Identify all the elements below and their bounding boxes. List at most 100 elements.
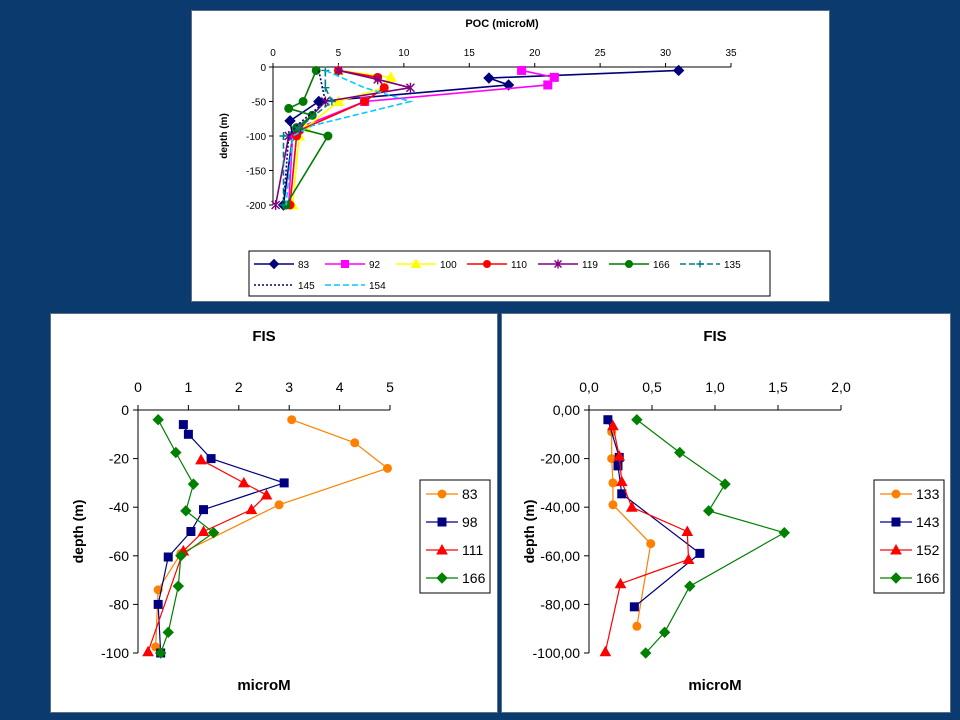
data-point [543,80,553,90]
x-tick-label: 4 [336,379,344,395]
legend-box [873,479,945,594]
data-point [153,599,163,609]
data-point [373,74,383,85]
x-tick-label: 0 [134,379,142,395]
data-point [163,552,173,562]
data-point [311,65,321,75]
series-line [289,69,386,206]
data-point [405,82,415,93]
legend-label: 152 [916,542,940,558]
legend-label: 166 [916,570,940,586]
data-point [237,476,250,488]
y-tick-label: 0 [260,63,266,74]
legend: 83 98 111 166 [419,479,491,594]
series-line [282,70,327,206]
data-point [207,527,220,539]
legend-box [248,250,771,297]
legend-label: 111 [462,542,483,558]
y-axis-label: depth (m) [219,113,230,159]
y-tick-label: -20,00 [540,451,580,467]
x-tick-label: 25 [595,48,607,59]
data-point [502,79,515,91]
data-point [187,478,200,490]
data-point [360,97,370,106]
legend-marker [483,260,491,268]
data-point [206,454,216,464]
x-tick-label: 2,0 [831,379,851,395]
x-tick-label: 3 [285,379,293,395]
series-line [607,419,652,627]
x-tick-label: 2 [235,379,243,395]
data-point [695,548,705,558]
legend-label: 145 [298,281,315,292]
legend-marker [341,260,349,268]
y-tick-label: -40 [109,499,129,515]
y-tick-label: -80,00 [540,596,580,612]
poc-chart-panel: POC (microM) 0 5 10 15 20 25 30 35 0 -50 -100 -150 -2… [191,10,830,302]
y-tick-label: -150 [246,167,266,178]
data-point [778,527,791,539]
x-tick-label: 20 [529,48,541,59]
poc-chart: POC (microM) 0 5 10 15 20 25 30 35 0 -50 -100 -150 -2… [219,18,771,297]
series-166 [631,414,791,659]
legend-label: 83 [462,486,478,502]
series-line [636,419,786,654]
legend: 83 92 100 110 119 166 135 145 154 [248,250,771,297]
data-point [178,420,188,430]
data-point [186,527,196,536]
data-point [332,95,345,106]
series-83 [277,64,685,211]
fis-chart-left: FIS 0 1 2 3 4 5 0 -20 -40 -60 -80 -100 depth (m) micro… [70,328,491,694]
data-point [549,72,559,82]
data-point [180,505,192,517]
x-axis-label: microM [237,677,290,694]
x-tick-label: 30 [660,48,672,59]
legend-label: 143 [916,514,940,530]
legend-label: 92 [369,260,381,271]
data-point [154,647,167,659]
data-point [639,647,652,659]
data-point [607,419,619,431]
legend-marker [437,517,447,527]
x-tick-label: 0,5 [642,379,662,395]
legend-marker [891,489,901,499]
legend-label: 135 [724,260,741,271]
data-point [321,66,330,75]
data-point [284,115,296,127]
data-point [672,64,685,77]
legend-label: 110 [511,260,527,271]
data-point [260,489,273,500]
data-point [674,446,686,459]
data-point [279,478,289,488]
data-point [287,415,297,425]
series-145 [282,70,327,206]
x-tick-label: 0 [270,48,276,59]
data-point [162,626,174,639]
legend-label: 166 [653,260,670,271]
data-point [271,200,281,210]
y-tick-label: -100,00 [533,645,581,661]
legend-label: 119 [582,260,598,271]
data-point [170,446,182,459]
data-point [379,83,389,93]
x-tick-label: 1,0 [705,379,725,395]
data-point [350,438,360,448]
series-line [285,69,414,206]
data-point [614,577,627,589]
legend-marker [436,543,448,555]
data-point [298,97,308,106]
legend-label: 98 [462,514,478,530]
data-point [323,131,333,141]
data-point [284,103,294,113]
y-axis-label: depth (m) [521,500,537,564]
y-tick-label: -50 [252,98,267,109]
data-point [613,461,623,471]
series-154 [285,69,414,206]
y-tick-label: -200 [246,201,266,212]
data-point [603,415,613,425]
x-axis-label: microM [688,677,741,694]
data-point [613,450,626,461]
y-tick-label: -60 [109,548,129,564]
legend: 133 143 152 166 [873,479,945,594]
y-tick-label: -80 [109,596,129,612]
